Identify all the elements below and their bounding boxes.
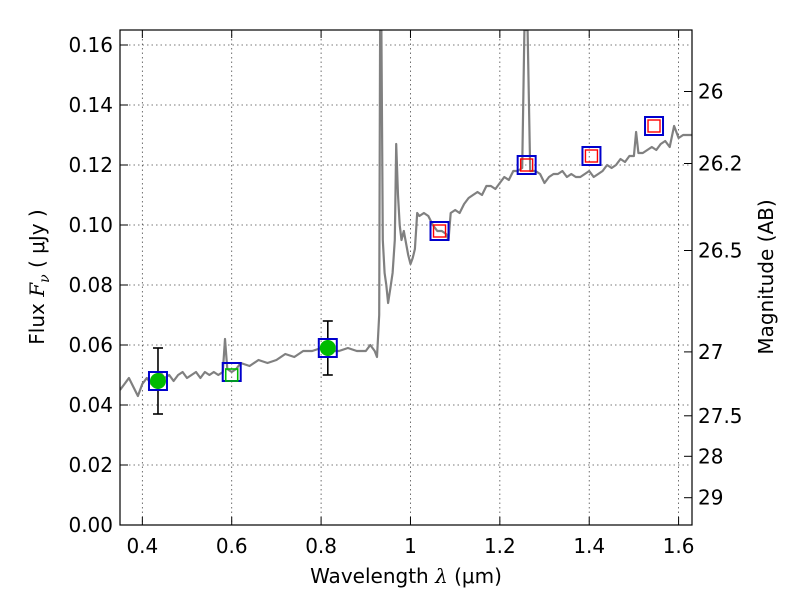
x-tick-label: 1.4 <box>573 534 605 558</box>
y-tick-label: 0.00 <box>68 513 113 537</box>
y-tick-label: 0.02 <box>68 453 113 477</box>
observed-photometry-point <box>149 373 166 389</box>
x-tick-label: 0.8 <box>305 534 337 558</box>
x-axis-label: Wavelength λ (μm) <box>310 564 502 588</box>
model-photometry-square <box>147 371 168 391</box>
x-tick-label: 1.6 <box>663 534 695 558</box>
mag-tick-label: 26.2 <box>698 152 743 176</box>
axis-ticks: 0.4 0.6 0.8 1 1.2 1.4 1.6 0.00 0.02 0.04 0.06 0.08 0… <box>68 30 743 558</box>
y-axis-label: Flux Fν ( μJy ) <box>25 209 53 344</box>
mag-tick-label: 26.5 <box>698 239 743 263</box>
y-tick-label: 0.12 <box>68 153 113 177</box>
mag-tick-label: 27.5 <box>698 404 743 428</box>
spectrum-line <box>120 30 692 398</box>
model-photometry-square <box>317 338 338 358</box>
upper-limit-square <box>584 149 599 163</box>
y-tick-label: 0.16 <box>68 33 113 57</box>
model-photometry-square <box>516 155 537 175</box>
y-tick-label: 0.04 <box>68 393 113 417</box>
mag-tick-label: 28 <box>698 444 723 468</box>
upper-limit-square <box>432 224 447 238</box>
upper-limit-square <box>519 158 534 172</box>
x-tick-label: 1 <box>404 534 417 558</box>
model-photometry-square <box>429 221 450 241</box>
plot-frame <box>119 29 693 526</box>
x-tick-label: 1.2 <box>484 534 516 558</box>
y2-axis-label: Magnitude (AB) <box>754 199 778 354</box>
model-photometry-square <box>581 146 602 166</box>
y-tick-label: 0.10 <box>68 213 113 237</box>
mag-tick-label: 26 <box>698 80 723 104</box>
mag-tick-label: 27 <box>698 340 723 364</box>
grid-lines <box>120 30 692 526</box>
y-tick-label: 0.06 <box>68 333 113 357</box>
model-photometry-square <box>644 116 665 136</box>
observed-photometry-square <box>224 368 239 382</box>
plot-area <box>120 30 692 415</box>
y-tick-label: 0.08 <box>68 273 113 297</box>
x-tick-label: 0.6 <box>216 534 248 558</box>
upper-limit-square <box>647 119 661 133</box>
x-tick-label: 0.4 <box>126 534 158 558</box>
observed-photometry-point <box>319 340 336 356</box>
mag-tick-label: 29 <box>698 486 723 510</box>
y-tick-label: 0.14 <box>68 93 113 117</box>
